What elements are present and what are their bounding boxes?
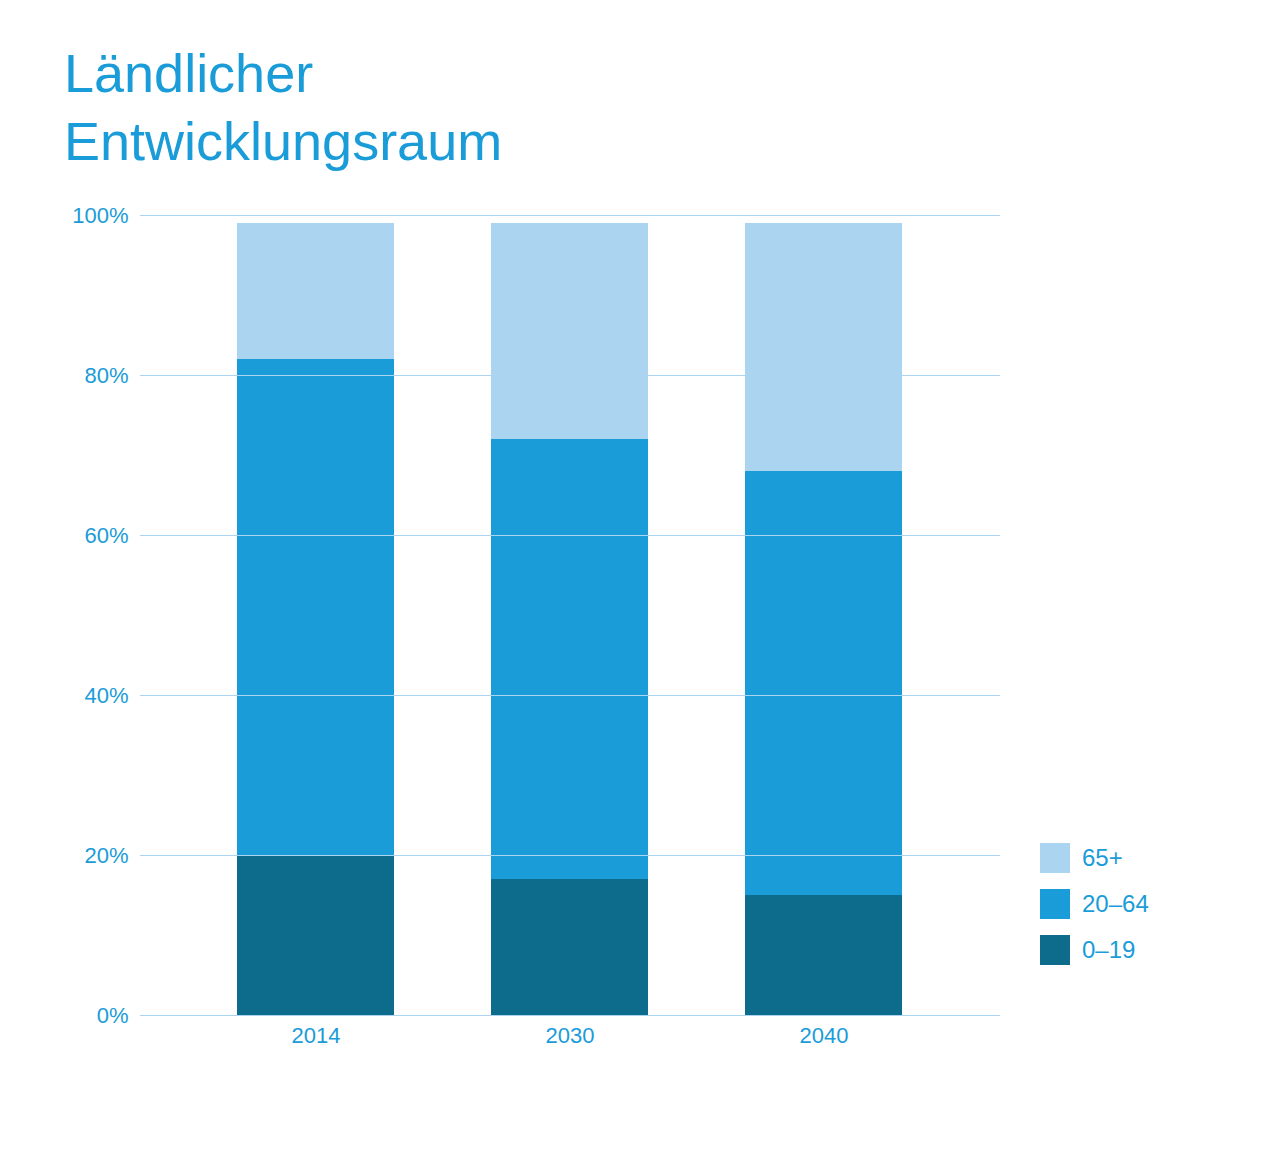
svg-text:20%: 20% bbox=[84, 843, 128, 868]
svg-text:2014: 2014 bbox=[292, 1023, 341, 1048]
html-text:Ländlicher Entwicklungsraum: Ländlicher Entwicklungsraum bbox=[64, 43, 503, 171]
svg-text:40%: 40% bbox=[84, 683, 128, 708]
svg-text:100%: 100% bbox=[72, 203, 128, 228]
svg-text:80%: 80% bbox=[84, 363, 128, 388]
svg-text:60%: 60% bbox=[84, 523, 128, 548]
html-text:65+: 65+ bbox=[1082, 844, 1123, 871]
svg-text:2040: 2040 bbox=[800, 1023, 849, 1048]
svg-text:0%: 0% bbox=[97, 1003, 129, 1028]
html-text:20–64: 20–64 bbox=[1082, 890, 1149, 917]
svg-text:2030: 2030 bbox=[546, 1023, 595, 1048]
html-text:0–19: 0–19 bbox=[1082, 936, 1136, 963]
